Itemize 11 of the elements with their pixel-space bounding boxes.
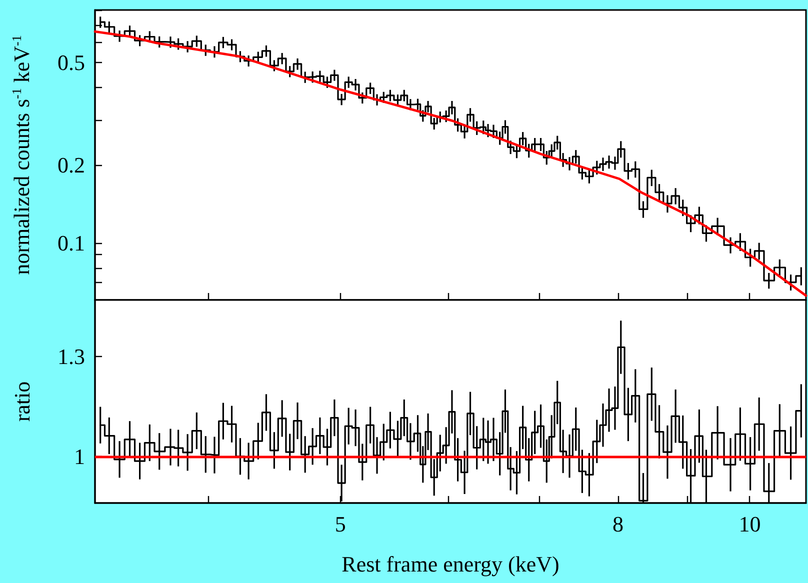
y-tick-label: 1.3 [58,344,85,370]
x-tick-label: 10 [738,512,761,536]
x-tick-label: 5 [334,512,346,536]
y-tick-label: 1 [74,444,85,469]
x-axis-title: Rest frame energy (keV) [342,552,560,576]
y-axis-title: normalized counts s-1 keV-1 [9,35,34,275]
x-tick-label: 8 [612,512,624,536]
y-tick-label: 0.1 [58,230,85,256]
y-axis-title: ratio [10,381,34,422]
y-tick-label: 0.5 [58,50,85,76]
y-tick-label: 0.2 [58,152,85,178]
